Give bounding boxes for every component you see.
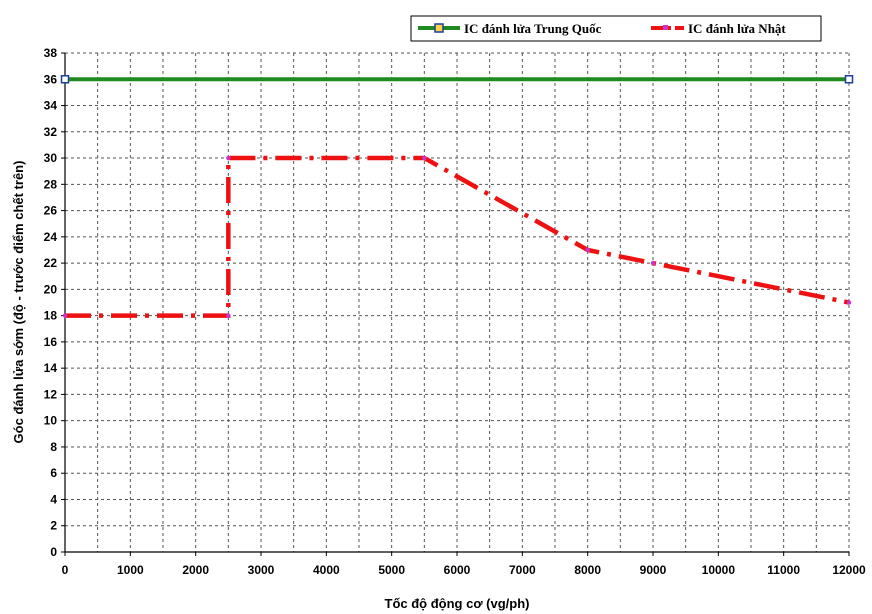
y-tick-label: 38 <box>44 46 58 60</box>
x-tick-label: 9000 <box>640 563 667 577</box>
series-0-point <box>844 75 854 84</box>
x-tick-label: 3000 <box>248 563 275 577</box>
x-tick-label: 4000 <box>313 563 340 577</box>
y-tick-label: 2 <box>50 519 57 533</box>
series-1-point <box>422 155 427 161</box>
legend: IC đánh lửa Trung Quốc IC đánh lửa Nhật <box>410 15 822 42</box>
x-tick-label: 8000 <box>574 563 601 577</box>
legend-marker-1 <box>663 25 668 30</box>
x-tick-label: 12000 <box>832 563 866 577</box>
y-tick-label: 34 <box>44 99 58 113</box>
y-tick-label: 12 <box>44 387 58 401</box>
series-1-point <box>846 300 852 305</box>
legend-label-1: IC đánh lửa Nhật <box>688 21 786 36</box>
x-tick-label: 6000 <box>444 563 471 577</box>
series-0-point <box>60 75 70 84</box>
legend-box <box>410 15 822 42</box>
y-tick-label: 8 <box>50 440 57 454</box>
legend-label-0: IC đánh lửa Trung Quốc <box>464 21 602 36</box>
y-tick-label: 36 <box>44 72 58 86</box>
series-1-point <box>226 313 231 318</box>
y-tick-label: 26 <box>44 204 58 218</box>
x-tick-label: 11000 <box>767 563 800 577</box>
y-tick-label: 6 <box>50 466 57 480</box>
series-1-point <box>62 313 68 318</box>
x-tick-label: 5000 <box>378 563 405 577</box>
x-tick-label: 2000 <box>182 563 209 577</box>
y-tick-label: 28 <box>44 177 58 191</box>
x-tick-label: 0 <box>62 563 69 577</box>
x-tick-label: 7000 <box>509 563 536 577</box>
y-tick-label: 24 <box>44 230 58 244</box>
series-layer <box>60 75 854 318</box>
x-axis-title: Tốc độ động cơ (vg/ph) <box>385 596 530 611</box>
y-tick-label: 20 <box>44 282 58 296</box>
y-tick-label: 10 <box>44 414 58 428</box>
y-tick-label: 4 <box>50 492 57 506</box>
y-tick-label: 30 <box>44 151 58 165</box>
series-1-point <box>650 260 656 266</box>
x-tick-label: 1000 <box>117 563 144 577</box>
y-tick-label: 22 <box>44 256 58 270</box>
y-tick-label: 16 <box>44 335 58 349</box>
y-tick-label: 0 <box>50 545 57 559</box>
y-axis-title: Góc đánh lửa sớm (độ - trước điểm chết t… <box>11 161 26 444</box>
x-tick-label: 10000 <box>702 563 736 577</box>
y-tick-label: 14 <box>44 361 58 375</box>
y-tick-label: 18 <box>44 309 58 323</box>
series-1-point <box>226 155 231 161</box>
legend-marker-0 <box>434 23 444 33</box>
series-1-point <box>585 247 590 253</box>
y-tick-label: 32 <box>44 125 58 139</box>
